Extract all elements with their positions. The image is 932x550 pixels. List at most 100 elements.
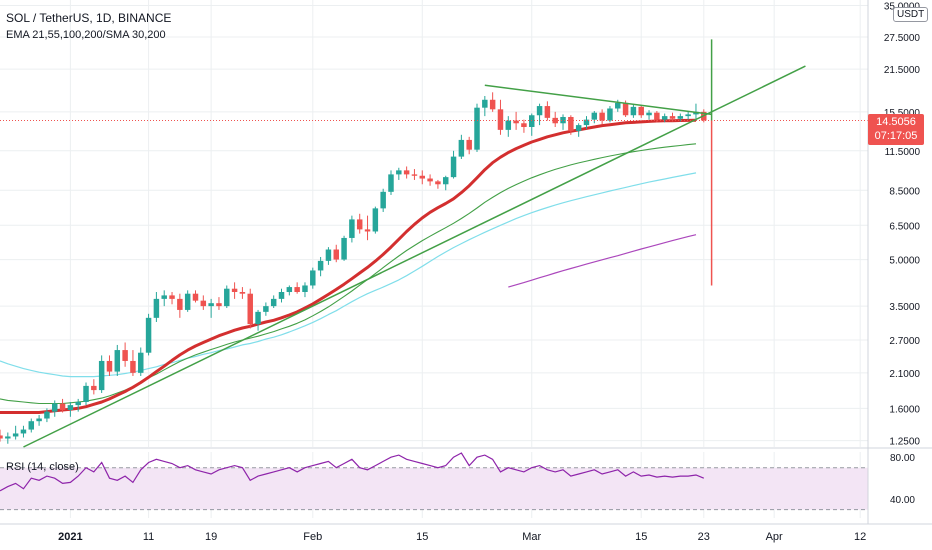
time-tick-label: 15	[416, 531, 428, 543]
candle-body	[208, 303, 214, 307]
time-tick-label: 15	[635, 531, 647, 543]
candle-body	[333, 249, 339, 260]
candle-body	[44, 411, 50, 419]
candle-body	[177, 298, 183, 310]
time-tick-label: 11	[143, 531, 154, 543]
candle-body	[646, 112, 652, 116]
candle-body	[630, 106, 637, 116]
price-tick-label: 3.5000	[889, 302, 920, 313]
candle-body	[224, 288, 230, 307]
candle-body	[130, 360, 136, 373]
time-tick-label: Mar	[522, 531, 541, 543]
candle-body	[466, 139, 472, 150]
candle-body	[638, 106, 644, 116]
candle-body	[231, 288, 238, 293]
ema200-line	[508, 234, 697, 288]
rsi-band-fill	[0, 467, 868, 510]
candle-body	[255, 311, 261, 325]
candle-body	[615, 102, 621, 109]
candle-body	[270, 298, 277, 307]
price-tick-label: 11.5000	[885, 147, 921, 158]
price-tick-label: 8.5000	[889, 186, 920, 197]
candle-body	[654, 112, 660, 120]
candle-body	[364, 229, 371, 232]
candle-body	[544, 106, 551, 118]
price-tick-label: 6.5000	[889, 221, 920, 232]
price-tick-label: 5.0000	[889, 256, 920, 267]
candle-body	[317, 260, 324, 271]
candle-body	[403, 170, 410, 175]
rsi-series-line	[0, 452, 705, 492]
candle-body	[12, 433, 19, 437]
candle-body	[372, 208, 379, 232]
candle-body	[106, 360, 113, 372]
ema21-line	[0, 118, 697, 414]
candle-body	[83, 385, 89, 402]
candle-body	[591, 112, 598, 120]
time-tick-label: 23	[698, 531, 710, 543]
candle-body	[161, 295, 167, 299]
candle-body	[474, 107, 480, 150]
time-tick-label: Feb	[303, 531, 322, 543]
time-tick-label: 19	[205, 531, 217, 543]
candle-body	[442, 177, 449, 185]
candles	[0, 92, 868, 444]
candle-body	[98, 360, 105, 391]
trendline	[23, 65, 806, 448]
candle-body	[349, 219, 355, 238]
candle-body	[138, 352, 144, 373]
candle-body	[458, 139, 465, 157]
candle-body	[52, 403, 58, 412]
rsi-legend[interactable]: RSI (14, close)	[6, 461, 79, 473]
price-axis-labels[interactable]: 1.2500 1.6000 2.1000 2.7000 3.5000 5.0000 6.50…	[884, 1, 921, 506]
candle-body	[677, 116, 684, 119]
price-tick-label: 1.6000	[889, 404, 920, 415]
candle-body	[67, 405, 74, 410]
trendlines[interactable]	[23, 39, 806, 448]
candle-body	[0, 435, 3, 439]
candle-body	[59, 403, 66, 410]
candle-body	[216, 303, 222, 307]
candle-body	[169, 295, 175, 299]
candle-body	[599, 112, 605, 121]
candle-body	[28, 421, 35, 430]
currency-badge[interactable]: USDT	[893, 7, 929, 22]
candle-body	[341, 237, 347, 260]
price-tick-label: 35.0000	[884, 1, 921, 12]
candle-body	[560, 116, 566, 124]
price-tick-label: 21.5000	[884, 65, 921, 76]
axes	[0, 0, 932, 525]
candle-body	[325, 249, 332, 261]
rsi-tick-label: 80.00	[890, 453, 915, 464]
candle-body	[521, 123, 527, 128]
candle-body	[122, 350, 128, 361]
candle-body	[622, 102, 629, 116]
candle-body	[396, 170, 402, 175]
candle-body	[607, 108, 613, 121]
candle-body	[184, 293, 191, 310]
candle-body	[91, 385, 97, 391]
time-tick-label: Apr	[766, 531, 783, 543]
candle-body	[36, 418, 42, 422]
time-axis-labels[interactable]: 2021 11 19 Feb 15 Mar 15 23 Apr 12	[58, 531, 866, 543]
candle-body	[489, 99, 496, 110]
candle-body	[247, 293, 253, 325]
last-price-value: 14.5056	[876, 116, 916, 128]
ema55-line	[0, 143, 697, 405]
symbol-title[interactable]: SOL / TetherUS, 1D, BINANCE	[6, 11, 172, 25]
candle-body	[450, 156, 457, 178]
price-tick-label: 1.2500	[889, 437, 920, 448]
candle-body	[5, 436, 11, 439]
candle-body	[286, 287, 293, 293]
candle-body	[685, 114, 691, 117]
price-tick-label: 27.5000	[884, 33, 921, 44]
bar-countdown: 07:17:05	[874, 130, 918, 142]
candle-body	[583, 119, 590, 126]
candle-body	[536, 106, 543, 116]
ema100-line	[0, 172, 697, 378]
candle-body	[278, 292, 285, 299]
study-legend[interactable]: EMA 21,55,100,200/SMA 30,200	[6, 29, 166, 41]
candle-body	[263, 306, 269, 312]
candle-body	[239, 292, 246, 294]
